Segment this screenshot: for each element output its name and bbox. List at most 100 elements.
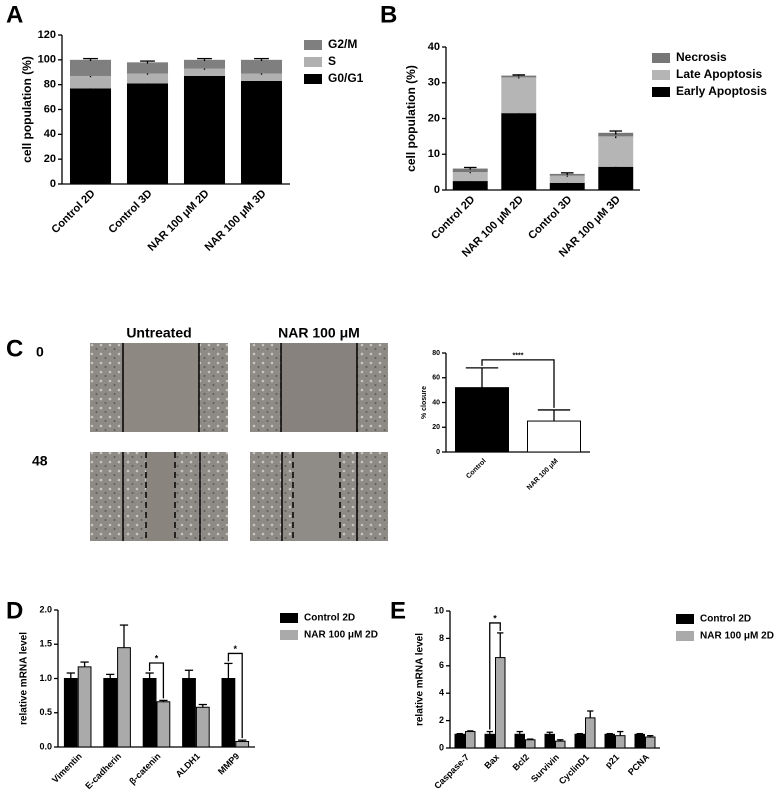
- legend-swatch: [304, 40, 322, 50]
- bar: [555, 740, 566, 749]
- column-title: NAR 100 μM: [278, 325, 360, 341]
- legend-swatch: [280, 613, 298, 623]
- bar-segment: [69, 88, 112, 184]
- x-tick-label: Control: [465, 458, 488, 481]
- bar: [645, 736, 656, 749]
- legend-label: G0/G1: [328, 71, 364, 85]
- y-tick-label: 10: [434, 605, 444, 615]
- y-tick-label: 20: [432, 424, 440, 431]
- bar-segment: [183, 59, 226, 69]
- bar-segment: [549, 182, 585, 190]
- bar-segment: [240, 80, 283, 184]
- legend-swatch: [652, 70, 670, 80]
- x-tick-label: Bcl2: [511, 752, 532, 773]
- bar: [455, 387, 509, 453]
- bar: [514, 733, 525, 749]
- bar: [182, 678, 196, 748]
- bar: [484, 733, 495, 749]
- bar: [527, 420, 581, 453]
- legend-label: Necrosis: [676, 50, 727, 64]
- legend-swatch: [676, 614, 694, 624]
- y-tick-label: 4: [439, 688, 444, 698]
- x-tick-label: Control 3D: [106, 188, 154, 236]
- panel-label: D: [6, 597, 23, 624]
- significance-bracket: [148, 662, 165, 699]
- micrograph: [250, 343, 388, 432]
- legend-swatch: [652, 87, 670, 97]
- bar-segment: [501, 75, 537, 78]
- y-tick-label: 120: [38, 29, 56, 41]
- legend-swatch: [304, 74, 322, 84]
- legend-label: NAR 100 μM 2D: [304, 630, 378, 641]
- x-tick-label: p21: [603, 752, 621, 770]
- bar: [604, 733, 615, 749]
- bar-segment: [69, 75, 112, 89]
- y-axis-label: relative mRNA level: [415, 633, 426, 726]
- bar: [195, 706, 210, 748]
- x-tick-label: CyclinD1: [557, 752, 591, 786]
- x-tick-label: Bax: [482, 752, 501, 771]
- micrograph: [90, 452, 228, 541]
- bar: [615, 735, 626, 749]
- time-label: 0: [36, 344, 44, 360]
- x-tick-label: β-catenin: [127, 751, 162, 786]
- significance-label: *: [493, 613, 497, 623]
- significance-bracket: [227, 652, 243, 739]
- bar: [454, 733, 465, 749]
- y-tick-label: 0.0: [39, 741, 52, 751]
- y-tick-label: 40: [432, 399, 440, 406]
- bar-segment: [183, 75, 226, 184]
- bar: [221, 678, 236, 748]
- y-tick-label: 0: [50, 178, 56, 190]
- y-tick-label: 60: [44, 103, 56, 115]
- x-tick-label: Caspase-7: [432, 752, 471, 791]
- legend-swatch: [280, 630, 298, 640]
- y-tick-label: 1.0: [39, 673, 52, 683]
- bar-segment: [598, 166, 634, 190]
- bar: [117, 647, 131, 748]
- y-axis-label: relative mRNA level: [19, 632, 30, 725]
- x-tick-label: ALDH1: [174, 751, 202, 779]
- bar: [495, 657, 506, 749]
- bar: [525, 739, 536, 749]
- bar-segment: [183, 68, 226, 76]
- x-tick-label: Control 2D: [429, 194, 477, 242]
- y-tick-label: 60: [432, 375, 440, 382]
- bar: [235, 741, 250, 748]
- bar: [142, 678, 157, 748]
- y-tick-label: 2: [439, 715, 444, 725]
- bar: [544, 733, 555, 749]
- x-tick-label: NAR 100 μM: [526, 458, 560, 492]
- x-tick-label: Control 2D: [49, 188, 97, 236]
- bar-segment: [501, 77, 537, 114]
- y-tick-label: 100: [38, 54, 56, 66]
- legend-swatch: [652, 53, 670, 63]
- bar-segment: [69, 59, 112, 76]
- bar: [63, 678, 78, 748]
- significance-label: ****: [513, 353, 524, 360]
- bar-segment: [126, 62, 169, 74]
- bar: [77, 666, 92, 748]
- y-tick-label: 0: [434, 184, 440, 196]
- y-tick-label: 40: [428, 41, 440, 53]
- x-tick-label: MMP9: [216, 751, 241, 776]
- legend-label: S: [328, 54, 336, 68]
- y-tick-label: 20: [44, 153, 56, 165]
- bar: [585, 717, 596, 749]
- bar-segment: [501, 113, 537, 190]
- time-label: 48: [32, 453, 48, 469]
- y-tick-label: 0: [436, 449, 440, 456]
- panel-label: A: [6, 1, 23, 28]
- legend-label: Control 2D: [304, 613, 355, 624]
- bar-segment: [452, 168, 488, 173]
- x-tick-label: Control 3D: [526, 194, 574, 242]
- y-tick-label: 10: [428, 148, 440, 160]
- y-tick-label: 40: [44, 128, 56, 140]
- y-tick-label: 2.0: [39, 604, 52, 614]
- significance-bracket: [489, 622, 501, 730]
- y-tick-label: 0.5: [39, 707, 52, 717]
- bar-segment: [598, 136, 634, 167]
- bar-segment: [452, 172, 488, 182]
- y-axis-label: % closure: [421, 386, 428, 419]
- y-tick-label: 1.5: [39, 639, 52, 649]
